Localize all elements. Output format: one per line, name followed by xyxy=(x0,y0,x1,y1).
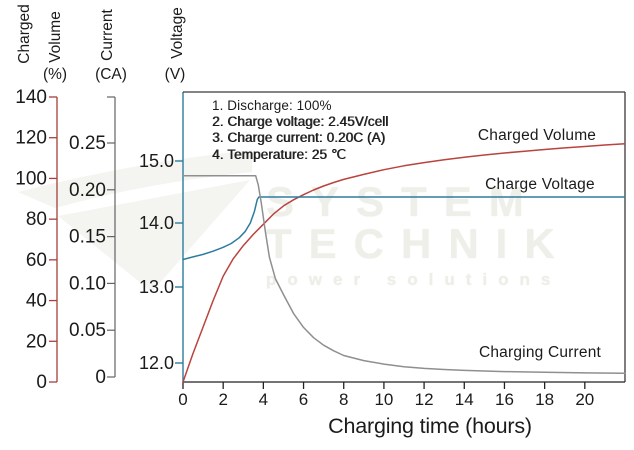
voltage-tick-label: 12.0 xyxy=(139,353,174,373)
annotation-line-2: 2. Charge voltage: 2.45V/cell xyxy=(212,114,389,130)
test-conditions-annotation: 1. Discharge: 100% 2. Charge voltage: 2.… xyxy=(212,98,388,163)
volume-tick-label: 100 xyxy=(15,168,47,189)
x-tick-label: 2 xyxy=(218,390,227,409)
volume-tick-label: 20 xyxy=(26,331,47,352)
voltage-tick-label: 14.0 xyxy=(139,213,174,233)
charged-volume-curve xyxy=(182,143,626,383)
current-tick-label: 0.25 xyxy=(69,133,106,154)
volume-tick-label: 140 xyxy=(15,87,47,108)
charge-voltage-curve-label: Charge Voltage xyxy=(485,176,595,193)
volume-axis-unit: (%) xyxy=(42,66,68,83)
x-tick-label: 18 xyxy=(535,390,554,409)
volume-tick-label: 40 xyxy=(26,291,47,312)
current-tick-label: 0.05 xyxy=(69,320,106,341)
x-tick-label: 14 xyxy=(455,390,474,409)
x-tick-label: 4 xyxy=(259,390,268,409)
x-tick-label: 8 xyxy=(339,390,348,409)
volume-tick-label: 80 xyxy=(26,209,47,230)
current-axis-unit: (CA) xyxy=(95,66,127,83)
x-tick-label: 0 xyxy=(178,390,187,409)
current-tick-label: 0.15 xyxy=(69,227,106,248)
annotation-line-3: 3. Charge current: 0.20C (A) xyxy=(212,130,386,146)
charging-current-curve xyxy=(182,175,626,375)
annotation-line-4: 4. Temperature: 25 ℃ xyxy=(212,146,346,162)
voltage-axis-unit: (V) xyxy=(164,66,186,83)
x-axis-title: Charging time (hours) xyxy=(328,414,532,438)
x-tick-label: 6 xyxy=(299,390,308,409)
annotation-line-1: 1. Discharge: 100% xyxy=(212,98,332,113)
current-tick-label: 0.20 xyxy=(69,180,106,201)
current-tick-label: 0 xyxy=(95,367,106,388)
current-tick-label: 0.10 xyxy=(69,273,106,294)
voltage-tick-label: 13.0 xyxy=(139,277,174,297)
charged-volume-curve-label: Charged Volume xyxy=(477,127,597,144)
watermark-brand-line3: power solutions xyxy=(266,270,562,289)
watermark-brand-line2: TECHNIK xyxy=(266,220,572,267)
charge-voltage-curve xyxy=(182,196,626,261)
volume-tick-label: 120 xyxy=(15,128,47,149)
volume-tick-label: 60 xyxy=(26,250,47,271)
x-tick-label: 20 xyxy=(575,390,594,409)
charging-current-curve-label: Charging Current xyxy=(478,344,602,361)
voltage-tick-label: 15.0 xyxy=(139,151,174,171)
watermark-brand-line1: SYSTEM xyxy=(266,178,541,225)
volume-tick-label: 0 xyxy=(36,372,47,393)
x-tick-label: 16 xyxy=(495,390,514,409)
x-tick-label: 10 xyxy=(374,390,393,409)
x-tick-label: 12 xyxy=(415,390,434,409)
